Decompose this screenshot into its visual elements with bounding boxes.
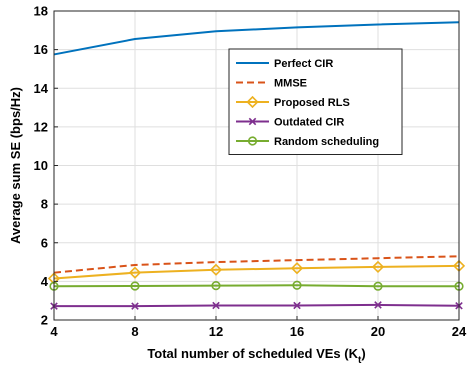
legend-marker-outdated-cir: [248, 117, 257, 126]
series-layer: [47, 21, 466, 310]
data-point-random-scheduling: [292, 280, 302, 290]
series-outdated-cir: [50, 301, 463, 310]
data-point-outdated-cir: [212, 301, 220, 310]
legend: Perfect CIR MMSE Proposed RLS Outdated CIR R…: [228, 48, 403, 155]
x-tick-label: 12: [209, 324, 223, 339]
legend-label-mmse: MMSE: [274, 78, 307, 90]
data-point-proposed-rls: [209, 263, 223, 276]
series-line-random-scheduling: [53, 284, 459, 288]
legend-item-mmse: MMSE: [236, 78, 307, 90]
legend-label-random-scheduling: Random scheduling: [274, 136, 379, 148]
x-tick-label: 20: [371, 324, 385, 339]
y-tick-label: 2: [41, 313, 48, 328]
y-tick-label: 18: [34, 4, 48, 19]
data-point-proposed-rls: [128, 266, 142, 279]
legend-item-outdated-cir: Outdated CIR: [236, 117, 344, 129]
data-point-random-scheduling: [373, 281, 383, 291]
x-tick-label: 16: [290, 324, 304, 339]
series-line-perfect-cir: [53, 21, 460, 56]
legend-marker-random-scheduling: [247, 136, 258, 146]
data-point-random-scheduling: [130, 281, 140, 291]
data-point-random-scheduling: [211, 281, 221, 291]
y-axis-label: Average sum SE (bps/Hz): [8, 87, 23, 244]
y-tick-label: 12: [34, 119, 48, 134]
legend-item-proposed-rls: Proposed RLS: [236, 95, 350, 109]
series-line-outdated-cir: [54, 303, 460, 308]
y-tick-label: 8: [41, 197, 48, 212]
y-tick-label: 10: [34, 158, 48, 173]
x-tick-label: 4: [50, 324, 58, 339]
data-point-proposed-rls: [371, 260, 385, 274]
legend-label-outdated-cir: Outdated CIR: [274, 117, 344, 129]
series-mmse: [53, 255, 460, 274]
series-line-mmse: [53, 255, 460, 274]
x-axis-label: Total number of scheduled VEs (Kt): [147, 346, 365, 366]
legend-item-random-scheduling: Random scheduling: [236, 136, 379, 148]
legend-marker-proposed-rls: [246, 95, 259, 109]
legend-label-perfect-cir: Perfect CIR: [274, 58, 333, 70]
data-point-outdated-cir: [374, 301, 382, 309]
y-tick-label: 16: [34, 42, 48, 57]
legend-item-perfect-cir: Perfect CIR: [236, 58, 333, 70]
series-perfect-cir: [53, 21, 460, 56]
x-tick-label: 24: [452, 324, 467, 339]
y-tick-label: 14: [34, 81, 49, 96]
data-point-proposed-rls: [290, 262, 304, 275]
y-tick-label: 4: [41, 274, 49, 289]
series-random-scheduling: [49, 280, 464, 291]
data-point-outdated-cir: [131, 302, 139, 310]
series-line-proposed-rls: [53, 264, 460, 280]
y-tick-label: 6: [41, 235, 48, 250]
x-tick-label: 8: [131, 324, 138, 339]
legend-label-proposed-rls: Proposed RLS: [274, 97, 350, 109]
data-point-outdated-cir: [293, 301, 301, 310]
